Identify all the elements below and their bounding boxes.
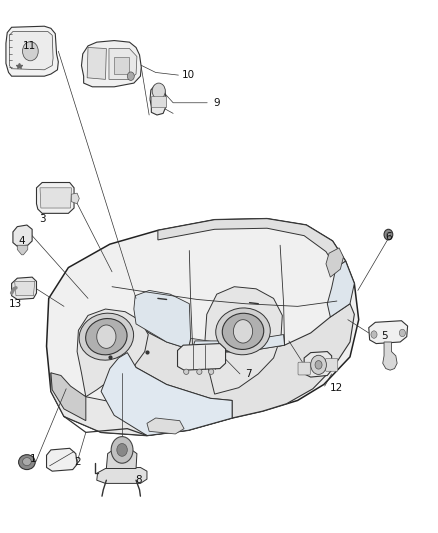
Circle shape xyxy=(371,331,377,338)
Polygon shape xyxy=(10,31,53,70)
Polygon shape xyxy=(383,342,397,370)
Ellipse shape xyxy=(79,313,134,360)
FancyBboxPatch shape xyxy=(298,362,310,375)
Circle shape xyxy=(97,325,116,349)
Polygon shape xyxy=(114,56,130,74)
Ellipse shape xyxy=(222,313,264,350)
Polygon shape xyxy=(109,49,137,79)
Polygon shape xyxy=(327,261,354,317)
Polygon shape xyxy=(158,219,346,268)
Polygon shape xyxy=(193,335,285,352)
Text: 7: 7 xyxy=(245,369,252,379)
Circle shape xyxy=(117,443,127,456)
Ellipse shape xyxy=(18,455,35,470)
Polygon shape xyxy=(17,245,28,255)
Circle shape xyxy=(384,229,393,240)
Polygon shape xyxy=(13,225,32,246)
Text: 1: 1 xyxy=(30,454,37,464)
Ellipse shape xyxy=(197,369,202,374)
Ellipse shape xyxy=(216,308,270,355)
Polygon shape xyxy=(87,47,106,79)
Circle shape xyxy=(387,232,390,237)
FancyBboxPatch shape xyxy=(325,359,338,371)
Polygon shape xyxy=(12,277,36,300)
Polygon shape xyxy=(51,373,232,435)
Polygon shape xyxy=(151,96,166,107)
Circle shape xyxy=(111,437,133,463)
Text: 5: 5 xyxy=(381,330,388,341)
Text: 11: 11 xyxy=(22,41,36,51)
Polygon shape xyxy=(71,193,79,204)
Polygon shape xyxy=(36,182,74,213)
Text: 2: 2 xyxy=(74,457,81,467)
Circle shape xyxy=(233,320,253,343)
Polygon shape xyxy=(101,353,232,435)
Polygon shape xyxy=(14,281,35,296)
Polygon shape xyxy=(51,373,86,421)
Text: 10: 10 xyxy=(182,70,195,80)
Circle shape xyxy=(399,329,406,337)
Text: 4: 4 xyxy=(18,236,25,246)
Polygon shape xyxy=(127,304,354,418)
Polygon shape xyxy=(326,248,343,277)
Ellipse shape xyxy=(184,369,189,374)
Text: 3: 3 xyxy=(39,214,46,224)
Polygon shape xyxy=(81,41,141,87)
Text: 13: 13 xyxy=(9,298,22,309)
Polygon shape xyxy=(97,467,147,483)
Circle shape xyxy=(152,83,165,99)
Polygon shape xyxy=(46,448,77,471)
Polygon shape xyxy=(106,448,137,469)
Circle shape xyxy=(22,42,38,61)
Circle shape xyxy=(311,356,326,374)
Text: 9: 9 xyxy=(213,98,220,108)
Polygon shape xyxy=(304,352,332,377)
Circle shape xyxy=(315,361,322,369)
Circle shape xyxy=(127,72,134,80)
Text: 8: 8 xyxy=(135,475,141,485)
Polygon shape xyxy=(40,188,71,208)
Polygon shape xyxy=(134,290,191,349)
Polygon shape xyxy=(188,336,285,353)
Polygon shape xyxy=(147,418,184,434)
Polygon shape xyxy=(6,26,58,76)
Polygon shape xyxy=(205,287,283,394)
Text: 12: 12 xyxy=(329,383,343,393)
Polygon shape xyxy=(177,344,226,370)
Polygon shape xyxy=(46,219,359,435)
Ellipse shape xyxy=(86,319,127,355)
Polygon shape xyxy=(369,321,408,344)
Polygon shape xyxy=(77,309,148,397)
Text: 6: 6 xyxy=(385,232,392,243)
Ellipse shape xyxy=(22,458,31,466)
Ellipse shape xyxy=(208,369,214,374)
Polygon shape xyxy=(150,85,166,115)
